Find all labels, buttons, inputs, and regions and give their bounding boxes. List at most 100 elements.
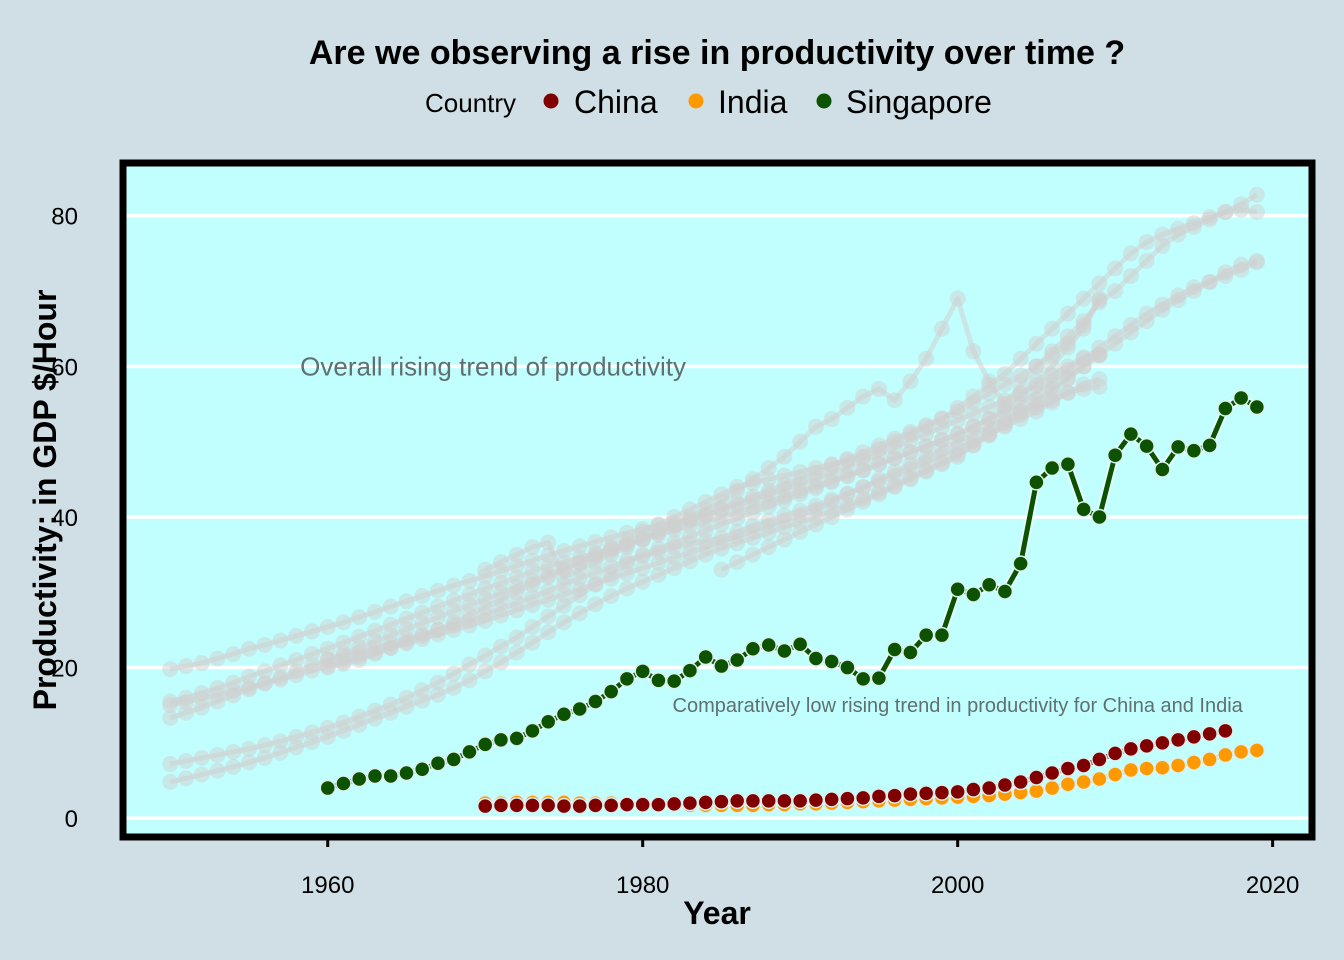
other-country-point bbox=[729, 524, 746, 541]
other-country-point bbox=[697, 546, 714, 563]
annotation-overall-trend: Overall rising trend of productivity bbox=[300, 351, 686, 381]
other-country-point bbox=[760, 512, 777, 529]
other-country-point bbox=[209, 650, 226, 667]
series-point-china bbox=[1059, 760, 1077, 777]
series-point-singapore bbox=[823, 653, 840, 670]
other-country-point bbox=[555, 597, 572, 614]
series-point-singapore bbox=[366, 767, 384, 785]
series-point-singapore bbox=[429, 754, 447, 772]
x-tick-label: 2020 bbox=[1246, 872, 1299, 899]
other-country-point bbox=[902, 444, 919, 461]
other-country-point bbox=[414, 627, 431, 644]
y-tick-label: 20 bbox=[51, 656, 78, 683]
other-country-point bbox=[225, 743, 242, 760]
other-country-point bbox=[1075, 376, 1092, 393]
other-country-point bbox=[839, 399, 856, 416]
other-country-point bbox=[855, 448, 872, 465]
other-country-point bbox=[776, 492, 793, 509]
series-point-singapore bbox=[413, 760, 431, 778]
series-point-china bbox=[886, 787, 903, 804]
other-country-point bbox=[193, 766, 210, 783]
series-point-india bbox=[1122, 761, 1140, 779]
other-country-point bbox=[1107, 260, 1124, 277]
other-country-point bbox=[965, 343, 982, 360]
other-country-point bbox=[555, 614, 572, 631]
other-country-point bbox=[193, 690, 210, 707]
other-country-point bbox=[398, 633, 415, 650]
other-country-point bbox=[918, 350, 935, 367]
series-point-singapore bbox=[555, 705, 573, 723]
series-point-china bbox=[1043, 764, 1061, 782]
other-country-point bbox=[792, 486, 809, 503]
series-point-singapore bbox=[1217, 400, 1234, 417]
other-country-point bbox=[272, 671, 289, 688]
other-country-point bbox=[744, 530, 761, 547]
series-point-china bbox=[839, 790, 856, 807]
other-country-point bbox=[713, 486, 730, 503]
other-country-point bbox=[508, 546, 525, 563]
series-point-china bbox=[728, 792, 746, 810]
series-point-singapore bbox=[461, 743, 478, 761]
other-country-point bbox=[823, 456, 840, 473]
other-country-point bbox=[855, 479, 872, 496]
other-country-point bbox=[1170, 220, 1187, 237]
other-country-point bbox=[902, 426, 919, 443]
other-country-point bbox=[225, 646, 242, 663]
series-point-india bbox=[1232, 743, 1250, 761]
series-point-singapore bbox=[728, 651, 746, 669]
series-point-china bbox=[933, 784, 951, 801]
series-point-singapore bbox=[949, 580, 966, 598]
series-point-china bbox=[650, 796, 667, 813]
other-country-point bbox=[855, 493, 872, 510]
other-country-point bbox=[1138, 234, 1155, 251]
series-point-singapore bbox=[760, 636, 777, 654]
other-country-point bbox=[1059, 305, 1076, 322]
other-country-point bbox=[162, 661, 179, 678]
other-country-point bbox=[193, 749, 210, 766]
series-point-china bbox=[571, 797, 588, 815]
other-country-point bbox=[288, 667, 305, 684]
other-country-point bbox=[303, 623, 320, 640]
other-country-point bbox=[240, 754, 257, 771]
other-country-point bbox=[162, 774, 179, 791]
other-country-point bbox=[603, 558, 620, 575]
series-point-china bbox=[1185, 728, 1203, 746]
other-country-point bbox=[162, 710, 179, 727]
series-point-singapore bbox=[618, 670, 636, 688]
other-country-point bbox=[870, 456, 887, 473]
other-country-point bbox=[1059, 384, 1076, 401]
other-country-point bbox=[650, 540, 667, 557]
other-country-point bbox=[1044, 380, 1061, 397]
other-country-point bbox=[366, 710, 383, 727]
other-country-point bbox=[760, 482, 777, 499]
series-point-china bbox=[634, 796, 651, 813]
series-point-china bbox=[1201, 725, 1218, 743]
y-tick-label: 80 bbox=[51, 204, 78, 231]
y-tick-label: 40 bbox=[51, 505, 78, 532]
other-country-point bbox=[807, 418, 824, 435]
series-point-singapore bbox=[476, 736, 494, 753]
legend-key-china bbox=[543, 93, 559, 109]
other-country-point bbox=[949, 399, 966, 416]
other-country-point bbox=[1012, 403, 1029, 420]
series-point-singapore bbox=[980, 576, 998, 593]
other-country-point bbox=[823, 474, 840, 491]
other-country-point bbox=[886, 478, 903, 495]
series-point-china bbox=[524, 797, 541, 814]
other-country-point bbox=[1028, 392, 1045, 409]
series-point-singapore bbox=[996, 583, 1014, 600]
other-country-point bbox=[256, 636, 273, 653]
other-country-point bbox=[1091, 371, 1108, 388]
series-point-india bbox=[1154, 759, 1171, 776]
other-country-point bbox=[1248, 186, 1265, 203]
other-country-point bbox=[492, 654, 509, 671]
legend-title: Country bbox=[425, 88, 516, 118]
other-country-point bbox=[461, 656, 478, 673]
other-country-point bbox=[681, 528, 698, 545]
series-point-india bbox=[1028, 782, 1045, 800]
series-point-singapore bbox=[886, 641, 903, 658]
other-country-point bbox=[933, 411, 950, 428]
other-country-point bbox=[729, 510, 746, 527]
other-country-point bbox=[855, 462, 872, 479]
other-country-point bbox=[1075, 290, 1092, 307]
